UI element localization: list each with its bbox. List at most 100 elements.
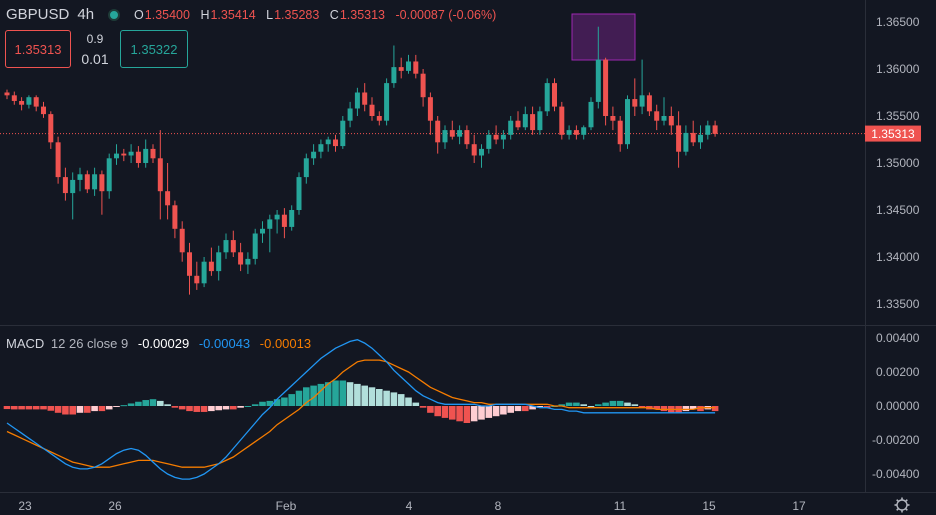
macd-hist-bar [295, 390, 303, 406]
candle-body [595, 59, 601, 102]
macd-legend[interactable]: MACD 12 26 close 9 -0.00029 -0.00043 -0.… [6, 336, 311, 351]
macd-hist-bar [84, 406, 91, 413]
macd-hist-bar [230, 406, 237, 410]
buy-button[interactable]: 1.35322 [120, 30, 188, 68]
candle-body [384, 83, 390, 121]
price-tick-label: 1.35000 [876, 156, 920, 170]
candle-body [654, 111, 660, 121]
candle-body [515, 120, 521, 128]
candle-body [676, 125, 682, 152]
candle-body [201, 261, 207, 284]
macd-hist-bar [288, 394, 295, 406]
candle-body [106, 158, 112, 192]
highlight-rectangle[interactable] [571, 13, 636, 61]
macd-hist-bar [127, 403, 135, 406]
price-tick-label: 1.33500 [876, 297, 920, 311]
candle-body [500, 134, 506, 140]
spread-display: 0.9 0.01 [80, 29, 110, 69]
candle-body [143, 148, 149, 163]
macd-hist-bar [11, 406, 18, 410]
candle-body [508, 120, 514, 135]
candle-body [4, 92, 10, 96]
candle-body [617, 120, 623, 145]
candle-body [573, 130, 579, 135]
candle-body [347, 108, 353, 121]
macd-hist-bar [3, 406, 11, 410]
candle-body [588, 101, 594, 128]
sell-button[interactable]: 1.35313 [5, 30, 71, 68]
high-value: 1.35414 [210, 7, 256, 22]
macd-hist-bar [135, 401, 142, 406]
macd-hist-bar [259, 401, 266, 406]
candle-body [216, 252, 222, 272]
macd-hist-bar [689, 406, 697, 410]
candle-body [625, 99, 630, 145]
macd-signal-line [6, 359, 716, 468]
macd-hist-bar [441, 406, 449, 418]
macd-hist-bar [273, 399, 281, 406]
price-tick-label: 1.36500 [876, 15, 920, 29]
macd-hist-bar [113, 406, 120, 407]
candle-body [354, 92, 360, 109]
macd-hist-bar [470, 406, 478, 422]
candle-body [172, 205, 178, 229]
macd-hist-bar [266, 400, 274, 406]
macd-hist-bar [208, 406, 215, 412]
symbol-header: GBPUSD 4h O1.35400 H1.35414 L1.35283 C1.… [6, 6, 503, 23]
macd-hist-bar [54, 406, 62, 413]
macd-hist-bar [32, 406, 40, 410]
candle-body [55, 142, 61, 178]
open-label: O [134, 7, 144, 22]
macd-line [6, 339, 716, 480]
timeframe[interactable]: 4h [77, 6, 95, 23]
macd-hist-bar [324, 382, 332, 406]
macd-params: 12 26 close 9 [50, 336, 129, 351]
candle-body [552, 83, 557, 107]
candle-body [391, 67, 397, 84]
candle-body [537, 111, 543, 131]
symbol-name[interactable]: GBPUSD [6, 6, 70, 23]
change-value: -0.00087 (-0.06%) [395, 7, 497, 22]
macd-hist-bar [178, 406, 186, 410]
macd-hist-bar [200, 406, 208, 412]
gear-icon[interactable] [894, 497, 910, 513]
macd-hist-bar [500, 406, 507, 415]
candles-layer [0, 13, 865, 295]
candle-body [238, 252, 244, 265]
candle-body [698, 134, 703, 143]
macd-hist-bar [237, 406, 244, 408]
macd-tick-label: 0.00200 [876, 365, 920, 379]
ohlc-values: O1.35400 H1.35414 L1.35283 C1.35313 -0.0… [134, 8, 503, 22]
candle-body [683, 132, 689, 152]
macd-hist-bar [711, 406, 719, 412]
candle-body [646, 95, 652, 112]
macd-hist-bar [507, 406, 514, 413]
candle-body [705, 125, 711, 135]
candle-body [340, 120, 346, 147]
candle-body [267, 219, 273, 229]
candle-body [362, 92, 368, 105]
candle-body [99, 174, 105, 192]
price-tick-label: 1.36000 [876, 62, 920, 76]
macd-hist-bar [332, 380, 339, 406]
macd-line-value: -0.00043 [198, 336, 251, 351]
time-tick-label: Feb [276, 499, 297, 513]
candle-body [289, 210, 295, 227]
candle-body [62, 177, 68, 194]
candle-body [464, 130, 470, 145]
candle-body [281, 214, 287, 227]
time-tick-label: 23 [18, 499, 32, 513]
macd-hist-bar [449, 406, 456, 420]
macd-hist-bar [419, 406, 427, 408]
macd-hist-bar [390, 392, 398, 406]
candle-body [661, 116, 667, 121]
macd-hist-bar [463, 406, 471, 423]
macd-hist-bar [164, 404, 171, 406]
candle-body [11, 95, 17, 101]
candle-body [26, 97, 32, 105]
time-tick-label: 4 [406, 499, 413, 513]
macd-tick-label: 0.00400 [876, 331, 920, 345]
candle-body [479, 148, 484, 156]
candle-body [187, 252, 192, 276]
